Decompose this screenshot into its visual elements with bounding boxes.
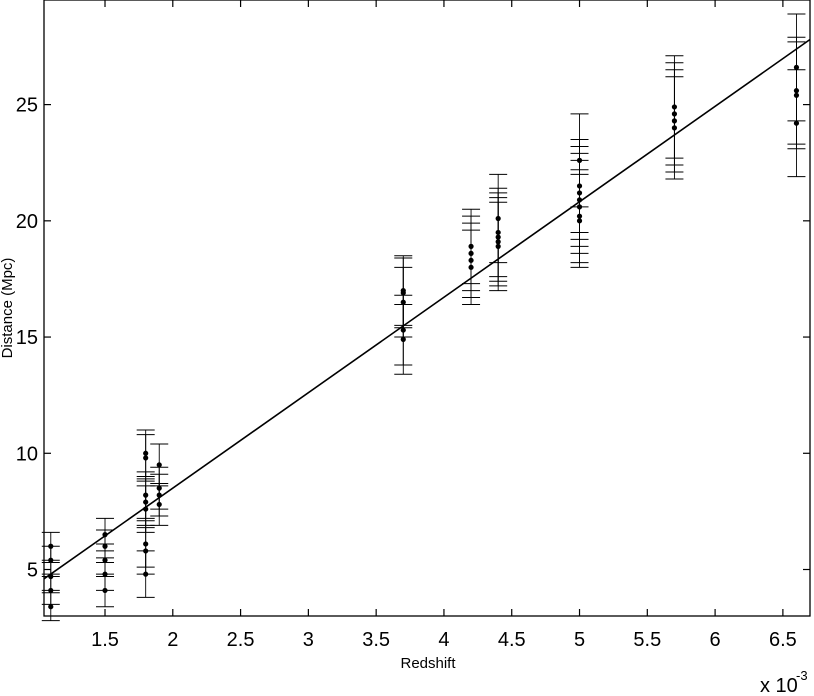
x-axis-label: Redshift (400, 655, 456, 672)
data-point (400, 327, 406, 333)
data-point (48, 604, 54, 610)
data-point (102, 557, 108, 563)
data-point (156, 462, 162, 468)
x-tick-label: 1.5 (91, 629, 119, 651)
x-multiplier-label: x 10 (760, 675, 798, 696)
data-point (495, 243, 501, 249)
data-point (468, 243, 474, 249)
data-point (156, 485, 162, 491)
data-point (671, 118, 678, 124)
data-point (793, 88, 800, 94)
y-tick-label: 5 (27, 560, 38, 582)
data-point (576, 190, 583, 196)
data-point (400, 336, 406, 342)
data-point (671, 104, 678, 110)
data-point (156, 501, 162, 508)
y-tick-label: 10 (16, 443, 38, 465)
data-point (495, 239, 501, 245)
x-tick-label: 6 (710, 629, 721, 651)
data-point (495, 234, 501, 240)
x-tick-label: 4.5 (498, 629, 526, 651)
y-tick-label: 15 (16, 327, 38, 349)
fit-line-group (43, 38, 811, 580)
data-point (576, 197, 583, 203)
data-point (468, 250, 474, 256)
data-point (671, 125, 678, 131)
x-tick-label: 3.5 (362, 629, 390, 651)
data-point (48, 557, 54, 563)
fit-line (43, 38, 811, 580)
data-point (400, 299, 406, 305)
data-point (143, 499, 149, 505)
data-point (793, 92, 800, 98)
y-tick-label: 20 (16, 211, 38, 233)
data-point (102, 532, 108, 538)
data-point (468, 257, 474, 263)
x-tick-label: 4 (438, 629, 449, 651)
data-point (156, 492, 162, 498)
x-axis-ticks: 1.5 2 2.5 3 3.5 4 4.5 5 5.5 6 6.5 (91, 0, 797, 651)
y-axis-ticks: 5 10 15 20 25 (16, 95, 810, 582)
data-point (143, 492, 149, 498)
data-point (143, 541, 149, 547)
x-tick-label: 3 (303, 629, 314, 651)
data-point (576, 213, 583, 219)
data-point (495, 229, 501, 236)
data-point (495, 215, 501, 222)
data-point (576, 204, 583, 210)
data-point (143, 548, 149, 554)
data-point (102, 587, 108, 594)
data-point (400, 287, 406, 294)
x-multiplier-exponent: -3 (796, 668, 808, 683)
x-tick-label: 6.5 (769, 629, 797, 651)
data-point (576, 157, 583, 163)
data-point (576, 183, 583, 189)
x-tick-label: 5 (574, 629, 585, 651)
data-point (576, 218, 583, 224)
plot-area (43, 0, 811, 617)
data-point (48, 587, 54, 594)
data-point (793, 120, 800, 126)
data-point (671, 111, 678, 117)
y-tick-label: 25 (16, 95, 38, 117)
data-point (468, 264, 474, 270)
data-point (143, 455, 149, 461)
data-point (48, 543, 54, 549)
data-point (48, 573, 54, 580)
data-point (143, 571, 149, 577)
x-tick-label: 2.5 (227, 629, 255, 651)
x-tick-label: 5.5 (633, 629, 661, 651)
data-point (102, 571, 108, 577)
data-point (143, 450, 149, 456)
data-point (102, 543, 108, 549)
data-point (793, 64, 800, 71)
x-tick-label: 2 (167, 629, 178, 651)
data-point (143, 506, 149, 512)
y-axis-label: Distance (Mpc) (0, 258, 16, 359)
data-points (48, 64, 800, 610)
